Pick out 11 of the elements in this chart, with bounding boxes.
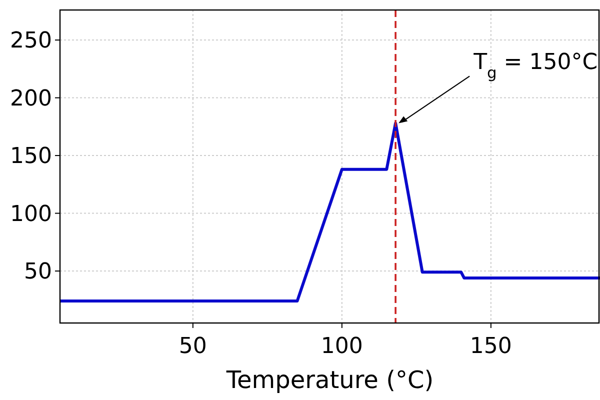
x-axis-title: Temperature (°C): [225, 366, 434, 394]
y-tick-label: 100: [10, 202, 52, 227]
y-tick-label: 150: [10, 144, 52, 170]
x-tick-label: 150: [470, 334, 512, 359]
line-series: [58, 122, 600, 303]
x-tick-label: 100: [320, 334, 363, 359]
y-tick-label: 50: [24, 260, 52, 285]
y-tick-label: 200: [10, 86, 52, 112]
annotation: T$_{g}$ = 150°C: [472, 50, 598, 82]
x-tick-label: 50: [178, 334, 207, 359]
y-tick-label: 250: [10, 28, 52, 54]
